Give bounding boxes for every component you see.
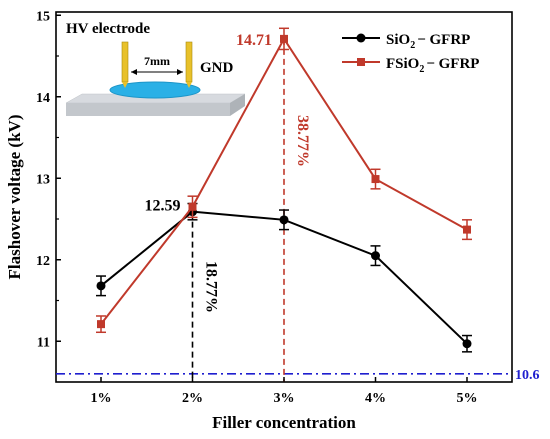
inset-ground-label: GND [200, 60, 234, 76]
y-tick-label: 11 [37, 335, 50, 350]
electrode-inset: HV electrode 7mm GND [65, 21, 246, 116]
data-point-square [188, 202, 197, 211]
data-point-square [97, 320, 105, 329]
y-axis-title: Flashover voltage (kV) [5, 115, 24, 280]
inset-gap-arrow-left [131, 69, 137, 75]
y-tick-label: 13 [36, 172, 50, 187]
inset-gap-label: 7mm [144, 54, 170, 68]
legend-marker-sio2 [356, 33, 366, 43]
x-tick-label: 5% [457, 391, 478, 406]
y-tick-label: 12 [36, 254, 50, 269]
data-point-square [371, 175, 380, 184]
x-tick-label: 2% [182, 391, 203, 406]
inset-gap-arrow-right [177, 69, 183, 75]
y-tick-label: 15 [36, 9, 50, 24]
y-tick-label: 14 [36, 91, 50, 106]
inset-plate-side [230, 94, 245, 116]
annotation-38-77-pct: 38.77% [294, 115, 311, 167]
annotation-14-71: 14.71 [236, 32, 272, 49]
x-tick-label: 1% [91, 391, 112, 406]
inset-title: HV electrode [66, 21, 150, 37]
x-tick-label: 3% [274, 391, 295, 406]
data-point-square [463, 225, 471, 234]
legend-label-sio2: SiO2− GFRP [386, 32, 470, 51]
reference-line-label: 10.6 [515, 368, 540, 383]
x-axis-ticks: 1% 2% 3% 4% 5% [91, 377, 478, 406]
inset-hv-electrode [121, 41, 129, 83]
inset-sample-disk [109, 81, 201, 99]
data-point-square [280, 34, 288, 43]
data-point-circle [462, 339, 472, 349]
x-tick-label: 4% [365, 391, 386, 406]
series-layer [96, 27, 472, 353]
legend-marker-fsio2 [357, 58, 365, 66]
data-point-circle [279, 215, 289, 225]
data-point-circle [96, 281, 106, 291]
inset-ground-electrode-tip [186, 82, 192, 88]
inset-ground-electrode [185, 41, 193, 83]
x-axis-title: Filler concentration [212, 413, 356, 432]
y-axis-ticks: 11 12 13 14 15 [36, 9, 61, 350]
annotation-12-59: 12.59 [145, 198, 181, 215]
data-point-circle [371, 251, 380, 261]
legend: SiO2− GFRP FSiO2− GFRP [342, 32, 479, 75]
inset-hv-electrode-tip [122, 82, 128, 88]
inset-plate-front [66, 103, 230, 116]
legend-label-fsio2: FSiO2− GFRP [386, 56, 479, 75]
annotation-18-77-pct: 18.77% [203, 261, 220, 313]
